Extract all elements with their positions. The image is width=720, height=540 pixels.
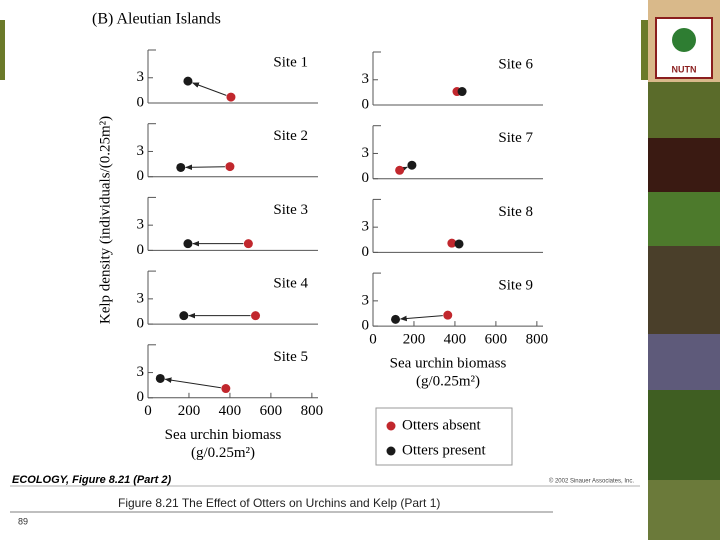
point-otters-absent [225, 162, 235, 172]
y-tick-label: 0 [362, 244, 370, 260]
point-otters-absent [443, 310, 453, 320]
point-otters-absent [447, 238, 457, 248]
photo [648, 192, 720, 246]
x-axis-label: (g/0.25m²) [416, 374, 480, 390]
y-tick-label: 3 [137, 143, 145, 159]
point-otters-present [183, 76, 193, 86]
y-tick-label: 0 [362, 318, 370, 334]
y-tick-label: 3 [362, 71, 370, 87]
x-tick-label: 400 [219, 403, 242, 419]
point-otters-present [179, 311, 189, 321]
y-tick-label: 3 [362, 219, 370, 235]
point-otters-present [176, 162, 186, 172]
point-otters-present [183, 239, 193, 249]
arrow [164, 377, 221, 389]
y-tick-label: 3 [137, 364, 145, 380]
legend-marker [386, 421, 396, 431]
arrow [399, 315, 443, 322]
y-tick-label: 0 [137, 242, 145, 258]
y-tick-label: 3 [137, 290, 145, 306]
y-tick-label: 0 [137, 389, 145, 405]
photo [648, 390, 720, 480]
photo [648, 480, 720, 540]
photo [648, 246, 720, 334]
panel-title: Site 8 [498, 204, 533, 220]
arrow [400, 166, 408, 173]
point-otters-absent [251, 311, 261, 321]
copyright: © 2002 Sinauer Associates, Inc. [549, 478, 634, 485]
logo-icon [672, 28, 696, 52]
panel-title: Site 3 [273, 202, 308, 218]
x-tick-label: 600 [260, 403, 283, 419]
photo [648, 334, 720, 390]
photo [648, 138, 720, 192]
point-otters-present [457, 87, 467, 97]
y-tick-label: 3 [362, 145, 370, 161]
arrow [185, 164, 225, 171]
y-tick-label: 0 [362, 96, 370, 112]
caption: Figure 8.21 The Effect of Otters on Urch… [118, 496, 440, 510]
x-axis-label: (g/0.25m²) [191, 445, 255, 461]
logo-text: NUTN [672, 64, 697, 74]
point-otters-absent [395, 165, 405, 175]
x-tick-label: 200 [178, 403, 201, 419]
panel-title: Site 6 [498, 56, 533, 72]
panel-title: Site 9 [498, 278, 533, 294]
point-otters-present [391, 314, 401, 324]
accent-bar [641, 20, 648, 80]
y-tick-label: 3 [137, 69, 145, 85]
panel-title: Site 7 [498, 130, 533, 146]
x-tick-label: 0 [144, 403, 152, 419]
x-tick-label: 600 [485, 332, 508, 348]
photo [648, 82, 720, 138]
x-tick-label: 800 [526, 332, 549, 348]
accent-bar [0, 20, 5, 80]
x-axis-label: Sea urchin biomass [165, 427, 282, 443]
y-tick-label: 0 [362, 170, 370, 186]
figure-title: (B) Aleutian Islands [92, 11, 221, 28]
point-otters-absent [221, 384, 231, 394]
panel-title: Site 1 [273, 54, 308, 70]
page-number: 89 [18, 516, 28, 526]
point-otters-present [155, 373, 165, 383]
y-tick-label: 0 [137, 316, 145, 332]
panel-title: Site 4 [273, 276, 308, 292]
legend-label: Otters absent [402, 417, 482, 433]
legend-label: Otters present [402, 442, 487, 458]
point-otters-absent [243, 239, 253, 249]
x-tick-label: 800 [301, 403, 324, 419]
point-otters-absent [226, 92, 236, 102]
x-tick-label: 400 [444, 332, 467, 348]
point-otters-present [454, 239, 464, 249]
x-axis-label: Sea urchin biomass [390, 356, 507, 372]
panel-title: Site 5 [273, 349, 308, 365]
legend-marker [386, 446, 396, 456]
y-tick-label: 0 [137, 94, 145, 110]
x-tick-label: 200 [403, 332, 426, 348]
arrow [191, 82, 227, 96]
y-tick-label: 3 [362, 292, 370, 308]
credit: ECOLOGY, Figure 8.21 (Part 2) [12, 474, 171, 486]
y-tick-label: 0 [137, 168, 145, 184]
legend [375, 407, 513, 466]
panel-title: Site 2 [273, 128, 308, 144]
point-otters-present [407, 160, 417, 170]
y-axis-label: Kelp density (individuals/(0.25m²) [97, 116, 113, 324]
y-tick-label: 3 [137, 217, 145, 233]
x-tick-label: 0 [369, 332, 377, 348]
